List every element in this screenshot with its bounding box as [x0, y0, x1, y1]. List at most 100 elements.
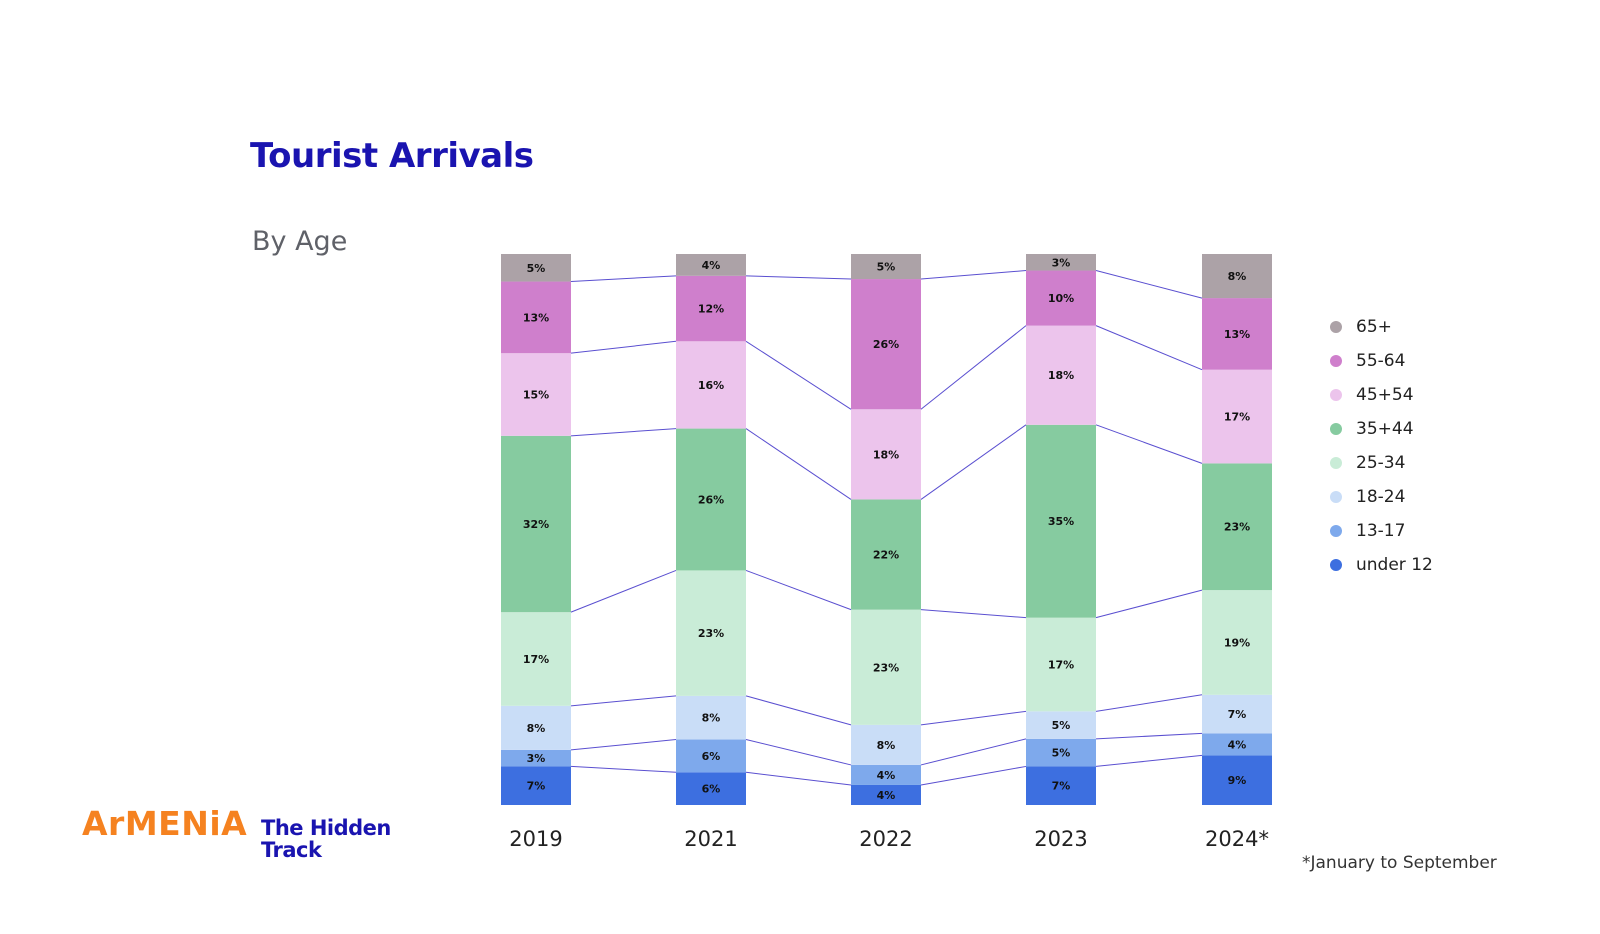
data-label: 7%	[527, 780, 546, 793]
legend-item: under 12	[1330, 548, 1433, 582]
data-label: 8%	[1228, 270, 1247, 283]
bar-segment	[676, 695, 746, 740]
connector-line	[745, 569, 852, 611]
legend-label: 18-24	[1356, 487, 1406, 507]
connector-line	[920, 738, 1027, 766]
bar-segment	[501, 254, 571, 282]
legend-item: 35+44	[1330, 412, 1433, 446]
bar-segment	[676, 341, 746, 429]
bar-segment	[501, 353, 571, 436]
legend-label: under 12	[1356, 555, 1433, 575]
data-label: 8%	[527, 722, 546, 735]
data-label: 8%	[877, 739, 896, 752]
connector-line	[745, 428, 852, 500]
data-label: 35%	[1048, 515, 1074, 528]
legend-swatch	[1330, 423, 1342, 435]
bar-segment	[501, 705, 571, 750]
data-labels: 7% 3% 8% 17% 32% 15% 13% 5% 6% 6% 8% 23% 26% 16% 12% 4%…	[523, 256, 1250, 802]
bar-segment	[851, 764, 921, 785]
legend-item: 18-24	[1330, 480, 1433, 514]
legend-swatch	[1330, 559, 1342, 571]
connector-line	[745, 340, 852, 410]
data-label: 6%	[702, 783, 721, 796]
legend-label: 25-34	[1356, 453, 1406, 473]
connector-line	[920, 424, 1027, 500]
x-tick-label: 2024*	[1205, 827, 1269, 851]
data-label: 23%	[698, 627, 724, 640]
legend-label: 55-64	[1356, 351, 1406, 371]
data-label: 32%	[523, 518, 549, 531]
data-label: 26%	[698, 493, 724, 506]
bar-segment	[1026, 617, 1096, 712]
bar-segment	[1026, 711, 1096, 739]
bar-segment	[1202, 369, 1272, 464]
legend-label: 45+54	[1356, 385, 1414, 405]
bar-segment	[851, 409, 921, 500]
legend-swatch	[1330, 321, 1342, 333]
legend-swatch	[1330, 457, 1342, 469]
legend-swatch	[1330, 525, 1342, 537]
connector-line	[570, 569, 677, 613]
data-label: 5%	[1052, 719, 1071, 732]
data-label: 9%	[1228, 774, 1247, 787]
bar-segment	[1026, 766, 1096, 805]
data-label: 17%	[523, 653, 549, 666]
footnote: *January to September	[1302, 853, 1497, 873]
bar-segment	[676, 428, 746, 571]
connector-line	[1095, 754, 1203, 767]
bar-segment	[676, 570, 746, 696]
connector-line	[1095, 694, 1203, 712]
connector-line	[920, 270, 1027, 280]
data-label: 23%	[873, 661, 899, 674]
bar-segment	[1026, 325, 1096, 425]
x-tick-label: 2019	[509, 827, 562, 851]
x-tick-label: 2023	[1034, 827, 1087, 851]
connector-line	[1095, 732, 1203, 740]
bar-segment	[1202, 254, 1272, 299]
x-tick-label: 2022	[859, 827, 912, 851]
connector-line	[1095, 325, 1203, 371]
legend-item: 65+	[1330, 310, 1433, 344]
legend-item: 13-17	[1330, 514, 1433, 548]
chart-subtitle: By Age	[252, 226, 348, 257]
data-label: 26%	[873, 338, 899, 351]
connector-lines	[570, 270, 1203, 786]
connector-line	[745, 695, 852, 726]
legend-swatch	[1330, 491, 1342, 503]
bar-segment	[1202, 590, 1272, 695]
bar-segment	[851, 279, 921, 410]
legend-item: 25-34	[1330, 446, 1433, 480]
bar-segment	[676, 772, 746, 805]
bar-segment	[1202, 298, 1272, 370]
legend-swatch	[1330, 389, 1342, 401]
data-label: 16%	[698, 379, 724, 392]
x-tick-label: 2021	[684, 827, 737, 851]
data-label: 4%	[702, 259, 721, 272]
data-label: 15%	[523, 389, 549, 402]
connector-line	[1095, 424, 1203, 464]
legend-swatch	[1330, 355, 1342, 367]
connector-line	[745, 275, 852, 280]
data-label: 7%	[1228, 708, 1247, 721]
bar-segment	[501, 435, 571, 613]
connector-line	[570, 695, 677, 707]
connector-line	[920, 765, 1027, 786]
data-label: 5%	[877, 261, 896, 274]
x-axis-labels: 2019 2021 2022 2023 2024*	[509, 827, 1269, 851]
data-label: 8%	[702, 712, 721, 725]
data-label: 5%	[1052, 747, 1071, 760]
legend-label: 35+44	[1356, 419, 1414, 439]
brand-tagline-line2: Track	[261, 838, 322, 862]
data-label: 6%	[702, 750, 721, 763]
data-label: 13%	[1224, 328, 1250, 341]
brand-logo-armenia: ArMENiA	[82, 804, 248, 843]
bar-segment	[1202, 733, 1272, 756]
connector-line	[570, 739, 677, 751]
bar-segment	[1026, 254, 1096, 271]
bar-segment	[1026, 424, 1096, 618]
bar-segment	[851, 254, 921, 280]
connector-line	[570, 765, 677, 773]
data-label: 23%	[1224, 521, 1250, 534]
data-label: 13%	[523, 311, 549, 324]
